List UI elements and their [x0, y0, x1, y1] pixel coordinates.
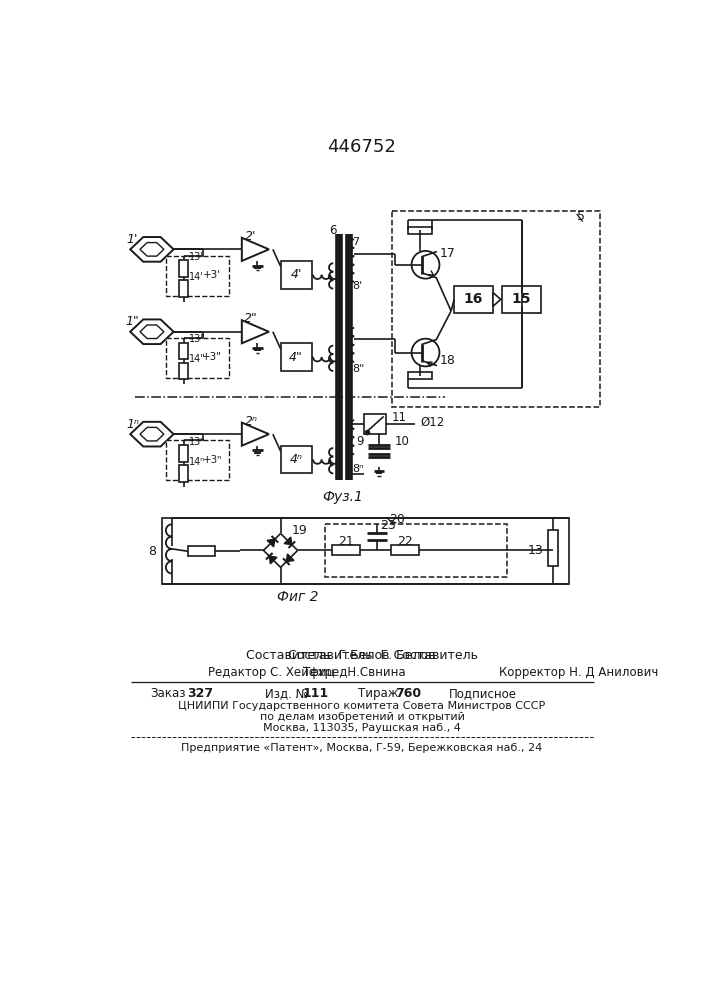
Text: 760: 760: [395, 687, 421, 700]
Polygon shape: [140, 325, 164, 339]
Text: 19: 19: [291, 524, 307, 537]
Bar: [187, 546, 216, 556]
Text: Москва, 113035, Раушская наб., 4: Москва, 113035, Раушская наб., 4: [263, 723, 461, 733]
Polygon shape: [130, 422, 174, 446]
Text: Заказ: Заказ: [151, 687, 186, 700]
Text: Фуз.1: Фуз.1: [322, 490, 363, 504]
Polygon shape: [284, 537, 292, 545]
Text: 4': 4': [291, 268, 302, 281]
Bar: [502, 286, 541, 313]
Text: Фиг 2: Фиг 2: [277, 590, 318, 604]
Text: 14": 14": [189, 354, 206, 364]
Polygon shape: [130, 237, 174, 262]
Bar: [179, 445, 188, 462]
Text: 4ⁿ: 4ⁿ: [290, 453, 303, 466]
Text: +3": +3": [202, 352, 223, 362]
Text: 22: 22: [397, 535, 412, 548]
Bar: [281, 343, 312, 371]
Text: 11: 11: [392, 411, 407, 424]
Text: 6: 6: [329, 224, 337, 237]
Text: 4": 4": [289, 351, 303, 364]
Text: Предприятие «Патент», Москва, Г-59, Бережковская наб., 24: Предприятие «Патент», Москва, Г-59, Бере…: [181, 743, 542, 753]
Bar: [166, 440, 230, 480]
Text: 2': 2': [245, 230, 257, 243]
Text: 13ⁿ: 13ⁿ: [189, 437, 205, 447]
Text: 1': 1': [127, 233, 139, 246]
Text: 16: 16: [464, 292, 484, 306]
Text: 23: 23: [380, 519, 397, 532]
Text: 8ⁿ: 8ⁿ: [352, 464, 363, 474]
Bar: [179, 465, 188, 482]
Bar: [392, 211, 600, 407]
Circle shape: [411, 251, 440, 279]
Bar: [408, 372, 433, 379]
Text: 17: 17: [440, 247, 455, 260]
Polygon shape: [140, 243, 164, 256]
Text: ТехредН.Свнина: ТехредН.Свнина: [303, 666, 406, 679]
Text: 327: 327: [187, 687, 214, 700]
Bar: [166, 256, 230, 296]
Text: Составитель  Г.Белов Составитель: Составитель Г.Белов Составитель: [246, 649, 478, 662]
Text: 9: 9: [356, 435, 363, 448]
Text: 14': 14': [189, 272, 204, 282]
Polygon shape: [286, 554, 294, 562]
Text: 446752: 446752: [327, 138, 397, 156]
Polygon shape: [269, 556, 277, 564]
Text: 1": 1": [126, 315, 139, 328]
Text: 2": 2": [244, 312, 258, 325]
Text: 21: 21: [338, 535, 354, 548]
Text: Корректор Н. Д Анилович: Корректор Н. Д Анилович: [499, 666, 658, 679]
Text: 8": 8": [352, 364, 364, 374]
Text: 8': 8': [352, 281, 362, 291]
Polygon shape: [130, 319, 174, 344]
Bar: [162, 518, 569, 584]
Bar: [179, 260, 188, 277]
Text: +3ⁿ: +3ⁿ: [203, 455, 222, 465]
Text: 1ⁿ: 1ⁿ: [126, 418, 139, 431]
Bar: [332, 545, 360, 555]
Text: 13": 13": [189, 334, 206, 344]
Text: Тираж: Тираж: [358, 687, 399, 700]
Text: 20: 20: [389, 513, 405, 526]
Bar: [364, 414, 386, 434]
Bar: [179, 280, 188, 297]
Text: Редактор С. Хейфиц: Редактор С. Хейфиц: [209, 666, 335, 679]
Text: 13': 13': [189, 252, 204, 262]
Text: 18: 18: [440, 354, 455, 367]
Bar: [391, 545, 419, 555]
Bar: [179, 363, 188, 379]
Text: 15: 15: [512, 292, 532, 306]
Text: 5: 5: [578, 210, 585, 223]
Text: 10: 10: [395, 435, 409, 448]
Text: +3': +3': [204, 270, 221, 280]
Text: 2ⁿ: 2ⁿ: [245, 415, 257, 428]
Text: 13: 13: [527, 544, 543, 557]
Polygon shape: [242, 423, 269, 446]
Bar: [281, 446, 312, 473]
Text: Изд. №: Изд. №: [265, 687, 308, 700]
Polygon shape: [242, 238, 269, 261]
Bar: [408, 227, 433, 234]
Text: 111: 111: [303, 687, 329, 700]
Text: Составитель  Г. Белов: Составитель Г. Белов: [288, 649, 436, 662]
Polygon shape: [267, 539, 275, 547]
Text: 8: 8: [148, 545, 156, 558]
Polygon shape: [242, 320, 269, 343]
Bar: [325, 524, 507, 577]
Text: 7: 7: [352, 237, 359, 247]
Polygon shape: [140, 427, 164, 441]
Text: 14ⁿ: 14ⁿ: [189, 457, 205, 467]
Bar: [549, 530, 559, 566]
Bar: [179, 343, 188, 359]
Polygon shape: [493, 292, 501, 306]
Bar: [166, 338, 230, 378]
Bar: [454, 286, 493, 313]
Bar: [281, 261, 312, 289]
Circle shape: [411, 339, 440, 366]
Text: по делам изобретений и открытий: по делам изобретений и открытий: [259, 712, 464, 722]
Text: Подписное: Подписное: [449, 687, 517, 700]
Text: ЦНИИПИ Государственного комитета Совета Министров СССР: ЦНИИПИ Государственного комитета Совета …: [178, 701, 546, 711]
Text: Ø12: Ø12: [420, 415, 444, 428]
